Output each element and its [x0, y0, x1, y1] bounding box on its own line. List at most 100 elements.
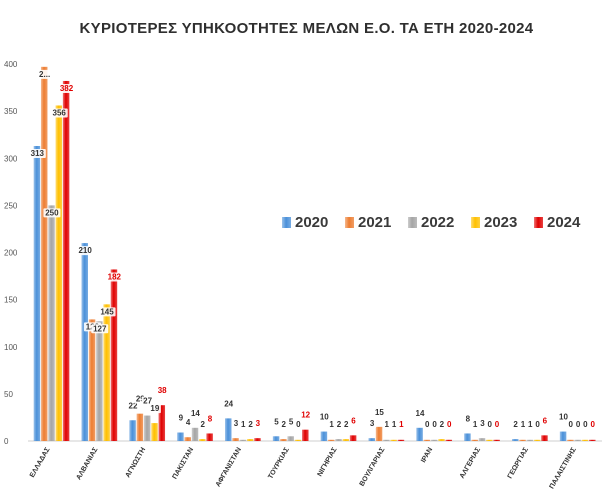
data-label-box — [390, 420, 399, 429]
data-label-box — [76, 246, 94, 256]
data-label-2022-ΑΓΝΩΣΤΗ: 27 — [143, 397, 152, 406]
bar-2020-ΕΛΛΑΔΑΣ — [33, 145, 41, 441]
bar-2020-ΒΟΥΛΓΑΡΙΑΣ — [368, 438, 375, 441]
bar-2024-ΕΛΛΑΔΑΣ — [62, 80, 70, 441]
data-label-2023-ΙΡΑΝ: 2 — [440, 420, 445, 429]
data-label-box — [437, 420, 446, 429]
data-label-box — [91, 324, 109, 334]
data-label-2024-ΝΙΓΗΡΙΑΣ: 6 — [351, 416, 356, 425]
data-label-box — [294, 420, 303, 429]
data-label-box — [176, 413, 185, 423]
bar-2020-ΑΓΝΩΣΤΗ — [129, 420, 136, 441]
data-label-2023-ΕΛΛΑΔΑΣ: 356 — [53, 108, 67, 117]
data-label-box — [246, 420, 255, 429]
data-label-box — [540, 416, 549, 426]
bar-2022-ΒΟΥΛΓΑΡΙΑΣ — [383, 439, 390, 441]
data-label-box — [423, 420, 432, 429]
bar-2021-ΠΑΚΙΣΤΑΝ — [184, 437, 191, 441]
data-label-box — [141, 396, 154, 406]
data-label-2021-ΒΟΥΛΓΑΡΙΑΣ: 15 — [375, 408, 384, 417]
bar-2020-ΑΦΓΑΝΙΣΤΑΝ — [225, 418, 232, 441]
data-label-2021-ΓΕΩΡΓΙΑΣ: 1 — [521, 420, 526, 429]
bar-2022-ΑΛΒΑΝΙΑΣ — [96, 321, 103, 441]
category-label: ΓΕΩΡΓΙΑΣ — [507, 447, 530, 480]
data-label-box — [189, 408, 202, 418]
data-label-box — [413, 408, 426, 418]
bar-2023-ΕΛΛΑΔΑΣ — [55, 105, 63, 441]
data-label-box — [98, 307, 116, 317]
y-tick-label: 100 — [4, 343, 18, 352]
data-label-2024-ΒΟΥΛΓΑΡΙΑΣ: 1 — [399, 420, 404, 429]
data-label-2020-ΤΟΥΡΚΙΑΣ: 5 — [274, 417, 279, 426]
data-label-2022-ΑΦΓΑΝΙΣΤΑΝ: 1 — [241, 420, 246, 429]
data-label-2023-ΑΓΝΩΣΤΗ: 19 — [150, 404, 159, 413]
bar-2023-ΠΑΛΑΙΣΤΙΝΗΣ — [581, 439, 589, 441]
data-label-2022-ΙΡΑΝ: 0 — [432, 420, 437, 429]
data-label-2020-ΝΙΓΗΡΙΑΣ: 10 — [320, 413, 329, 422]
bar-2020-ΠΑΛΑΙΣΤΙΝΗΣ — [559, 431, 567, 441]
bar-2022-ΝΙΓΗΡΙΑΣ — [335, 439, 342, 441]
bar-2021-ΑΛΓΕΡΙΑΣ — [471, 439, 478, 441]
bar-2021-ΓΕΩΡΓΙΑΣ — [519, 439, 526, 441]
bar-2023-ΤΟΥΡΚΙΑΣ — [294, 439, 302, 441]
data-label-2022-ΠΑΚΙΣΤΑΝ: 14 — [191, 409, 200, 418]
data-label-2024-ΠΑΛΑΙΣΤΙΝΗΣ: 0 — [590, 420, 595, 429]
data-label-2021-ΠΑΚΙΣΤΑΝ: 4 — [186, 418, 191, 427]
data-label-2023-ΑΛΓΕΡΙΑΣ: 0 — [487, 420, 492, 429]
data-label-2022-ΒΟΥΛΓΑΡΙΑΣ: 1 — [385, 420, 390, 429]
bar-2022-ΕΛΛΑΔΑΣ — [48, 205, 55, 441]
bar-2020-ΓΕΩΡΓΙΑΣ — [512, 439, 519, 441]
bar-2024-ΠΑΚΙΣΤΑΝ — [206, 433, 213, 441]
bar-2021-ΕΛΛΑΔΑΣ — [40, 66, 48, 441]
data-label-box — [50, 108, 68, 118]
category-label: ΝΙΓΗΡΙΑΣ — [317, 447, 339, 478]
y-tick-label: 150 — [4, 296, 18, 305]
legend-swatch-2023 — [471, 217, 480, 228]
bar-2022-ΓΕΩΡΓΙΑΣ — [526, 439, 534, 441]
data-label-2020-ΙΡΑΝ: 14 — [416, 409, 425, 418]
data-label-box — [287, 417, 296, 427]
data-label-2024-ΑΦΓΑΝΙΣΤΑΝ: 3 — [256, 419, 261, 428]
data-label-box — [526, 420, 535, 429]
data-label-box — [184, 418, 193, 428]
data-label-box — [105, 272, 123, 282]
data-label-box — [368, 419, 377, 429]
data-label-box — [272, 417, 281, 427]
data-label-box — [478, 419, 487, 429]
bar-2021-ΑΛΒΑΝΙΑΣ — [88, 319, 96, 441]
data-label-2023-ΠΑΛΑΙΣΤΙΝΗΣ: 0 — [583, 420, 588, 429]
data-label-2024-ΑΛΒΑΝΙΑΣ: 182 — [108, 272, 122, 281]
category-label: ΑΦΓΑΝΙΣΤΑΝ — [215, 447, 243, 489]
bar-2021-ΝΙΓΗΡΙΑΣ — [327, 439, 335, 441]
data-label-box — [382, 420, 391, 429]
data-label-2021-ΑΓΝΩΣΤΗ: 29 — [136, 395, 145, 404]
legend-label-2023: 2023 — [484, 214, 517, 231]
bar-2023-ΑΦΓΑΝΙΣΤΑΝ — [246, 439, 254, 441]
bar-2024-ΤΟΥΡΚΙΑΣ — [302, 429, 309, 441]
y-tick-label: 250 — [4, 201, 18, 210]
data-label-2021-ΤΟΥΡΚΙΑΣ: 2 — [282, 420, 287, 429]
data-label-box — [373, 407, 386, 417]
data-label-2021-ΙΡΑΝ: 0 — [425, 420, 430, 429]
data-label-box — [206, 414, 215, 424]
y-tick-label: 300 — [4, 154, 18, 163]
data-label-2024-ΑΛΓΕΡΙΑΣ: 0 — [495, 420, 500, 429]
legend-label-2021: 2021 — [358, 214, 391, 231]
data-label-2024-ΤΟΥΡΚΙΑΣ: 12 — [301, 411, 310, 420]
data-label-box — [222, 399, 235, 409]
data-label-2020-ΠΑΚΙΣΤΑΝ: 9 — [179, 414, 184, 423]
data-label-box — [156, 386, 169, 396]
data-label-box — [581, 420, 590, 429]
data-label-2022-ΠΑΛΑΙΣΤΙΝΗΣ: 0 — [576, 420, 581, 429]
bar-2022-ΙΡΑΝ — [430, 439, 438, 441]
chart-title: ΚΥΡΙΟΤΕΡΕΣ ΥΠΗΚΟΟΤΗΤΕΣ ΜΕΛΩΝ Ε.Ο. ΤΑ ΕΤΗ… — [79, 20, 534, 37]
bar-2022-ΤΟΥΡΚΙΑΣ — [287, 436, 294, 441]
bar-2021-ΤΟΥΡΚΙΑΣ — [280, 439, 287, 441]
data-label-2023-ΤΟΥΡΚΙΑΣ: 0 — [296, 420, 301, 429]
data-label-box — [518, 420, 527, 429]
bar-2023-ΙΡΑΝ — [438, 439, 445, 441]
data-label-box — [349, 416, 358, 426]
data-label-2023-ΝΙΓΗΡΙΑΣ: 2 — [344, 420, 349, 429]
data-label-2020-ΠΑΛΑΙΣΤΙΝΗΣ: 10 — [559, 413, 568, 422]
